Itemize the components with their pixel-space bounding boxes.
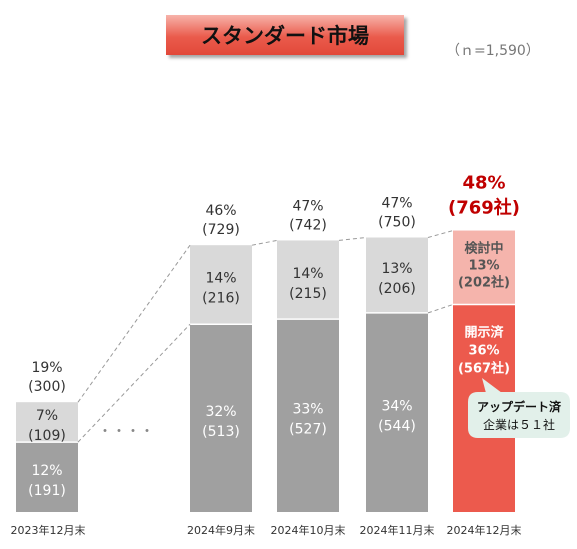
gap-marker: ・・・・	[98, 424, 154, 440]
top-count-label-4: (202社)	[458, 275, 510, 291]
total-pct-label-2: 47%	[292, 198, 323, 214]
x-tick-label-0: 2023年12月末	[11, 523, 86, 537]
connector-top-2	[338, 237, 367, 241]
bottom-pct-label-3: 34%	[381, 398, 412, 414]
considering-name-label: 検討中	[464, 241, 503, 257]
total-count-label-1: (729)	[202, 222, 240, 238]
bottom-count-label-2: (527)	[289, 422, 327, 438]
total-count-label-2: (742)	[289, 217, 327, 233]
connector-top-3	[427, 230, 454, 238]
bar-segment-considering-2	[277, 240, 339, 320]
total-count-label-0: (300)	[28, 379, 66, 395]
top-count-label-0: (109)	[28, 428, 66, 444]
connector-top-1	[251, 239, 278, 246]
bottom-pct-label-1: 32%	[205, 404, 236, 420]
x-tick-label-2: 2024年10月末	[271, 523, 346, 537]
bar-segment-considering-1	[190, 245, 252, 325]
bottom-count-label-3: (544)	[378, 418, 416, 434]
bar-segment-disclosed-3	[366, 312, 428, 512]
total-pct-label-0: 19%	[31, 360, 62, 376]
bottom-pct-label-0: 12%	[31, 463, 62, 479]
top-pct-label-4: 13%	[468, 259, 499, 274]
bottom-pct-label-2: 33%	[292, 402, 323, 418]
top-pct-label-3: 13%	[381, 261, 412, 277]
top-count-label-2: (215)	[289, 286, 327, 302]
bar-segment-disclosed-0	[16, 442, 78, 512]
total-count-label-3: (750)	[378, 215, 416, 231]
bar-segment-considering-0	[16, 402, 78, 443]
x-tick-label-1: 2024年9月末	[187, 523, 255, 537]
bar-segment-disclosed-2	[277, 319, 339, 512]
callout-line1: アップデート済	[477, 399, 562, 414]
bottom-pct-label-4: 36%	[468, 343, 499, 358]
connector-top-0	[77, 244, 191, 403]
total-count-label-4: (769社)	[448, 197, 520, 219]
bottom-count-label-4: (567社)	[458, 360, 510, 376]
top-count-label-1: (216)	[202, 291, 240, 307]
top-pct-label-0: 7%	[36, 408, 58, 424]
total-pct-label-4: 48%	[462, 173, 505, 194]
sample-size-label: （ｎ=1,590）	[446, 43, 540, 59]
callout-bubble	[468, 392, 570, 438]
bar-segment-considering-4	[453, 230, 515, 305]
bar-segment-considering-3	[366, 237, 428, 313]
chart-title: スタンダード市場	[166, 15, 404, 55]
total-pct-label-1: 46%	[205, 203, 236, 219]
callout-pointer	[482, 378, 502, 393]
connector-mid-3	[427, 304, 454, 314]
callout-line2: 企業は５１社	[483, 417, 555, 432]
top-pct-label-1: 14%	[205, 271, 236, 287]
disclosed-name-label: 開示済	[464, 324, 504, 340]
bar-segment-disclosed-1	[190, 324, 252, 512]
bottom-count-label-1: (513)	[202, 424, 240, 440]
connector-mid-0	[77, 323, 191, 443]
total-pct-label-3: 47%	[381, 196, 412, 212]
x-tick-label-3: 2024年11月末	[360, 523, 435, 537]
top-count-label-3: (206)	[378, 281, 416, 297]
top-pct-label-2: 14%	[292, 266, 323, 282]
x-tick-label-4: 2024年12月末	[447, 523, 522, 537]
bottom-count-label-0: (191)	[28, 483, 66, 499]
